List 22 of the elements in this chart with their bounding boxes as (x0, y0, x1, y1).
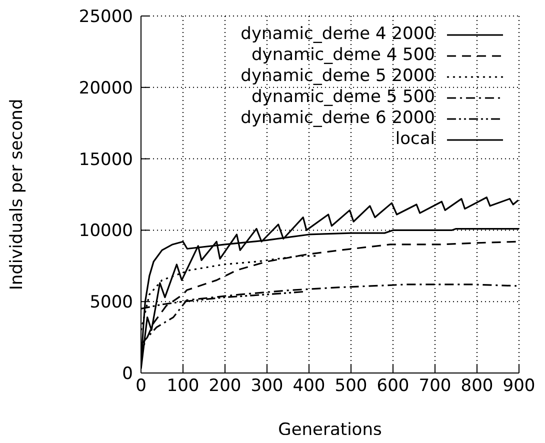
legend-label: dynamic_deme 5 2000 (240, 66, 435, 87)
y-tick-label: 15000 (78, 150, 133, 170)
y-axis-title: Individuals per second (7, 98, 28, 290)
x-tick-label: 300 (250, 376, 284, 396)
legend-label: local (395, 129, 435, 150)
x-tick-label: 400 (292, 376, 326, 396)
y-tick-label: 10000 (78, 221, 133, 242)
x-tick-label: 500 (334, 376, 368, 396)
x-tick-label: 0 (136, 376, 146, 396)
x-tick-label: 700 (418, 376, 452, 396)
x-tick-label: 100 (166, 376, 200, 396)
y-tick-label: 20000 (78, 78, 133, 98)
x-tick-label: 200 (208, 376, 242, 396)
x-tick-label: 900 (502, 376, 536, 396)
legend-label: dynamic_deme 6 2000 (240, 108, 435, 129)
x-axis-title: Generations (278, 420, 382, 440)
y-tick-label: 25000 (78, 7, 133, 28)
x-tick-label: 800 (460, 376, 494, 396)
y-tick-label: 5000 (90, 292, 133, 313)
x-tick-label: 600 (376, 376, 410, 396)
legend-label: dynamic_deme 4 2000 (240, 24, 435, 45)
legend-label: dynamic_deme 5 500 (251, 87, 435, 108)
